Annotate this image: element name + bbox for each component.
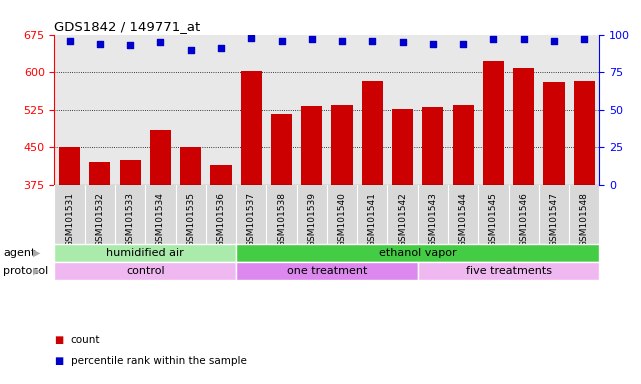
Bar xyxy=(544,82,565,373)
Bar xyxy=(240,71,262,373)
Bar xyxy=(574,81,595,373)
Point xyxy=(428,41,438,47)
Text: GSM101548: GSM101548 xyxy=(579,192,588,247)
Bar xyxy=(392,109,413,373)
Point xyxy=(65,38,75,44)
Text: GSM101531: GSM101531 xyxy=(65,192,74,247)
Text: ▶: ▶ xyxy=(33,248,41,258)
Bar xyxy=(301,106,322,373)
Bar xyxy=(236,243,599,262)
Text: agent: agent xyxy=(3,248,36,258)
Point xyxy=(367,38,378,44)
Bar xyxy=(236,262,418,280)
Text: ■: ■ xyxy=(54,356,63,366)
Bar xyxy=(513,68,534,373)
Point xyxy=(246,35,256,41)
Text: GSM101547: GSM101547 xyxy=(549,192,558,247)
Text: GSM101545: GSM101545 xyxy=(489,192,498,247)
Text: GSM101536: GSM101536 xyxy=(217,192,226,247)
Text: GSM101535: GSM101535 xyxy=(186,192,196,247)
Point xyxy=(306,36,317,42)
Bar xyxy=(89,162,110,373)
Bar xyxy=(331,105,353,373)
Text: GSM101532: GSM101532 xyxy=(96,192,104,247)
Point xyxy=(276,38,287,44)
Point xyxy=(125,42,135,48)
Point xyxy=(397,39,408,45)
Point xyxy=(579,36,589,42)
Bar xyxy=(453,105,474,373)
Bar xyxy=(150,130,171,373)
Text: GSM101539: GSM101539 xyxy=(307,192,316,247)
Point xyxy=(488,36,499,42)
Text: ■: ■ xyxy=(54,335,63,345)
Bar xyxy=(418,262,599,280)
Bar xyxy=(210,165,231,373)
Bar xyxy=(120,160,141,373)
Text: GDS1842 / 149771_at: GDS1842 / 149771_at xyxy=(54,20,201,33)
Point xyxy=(458,41,469,47)
Text: ▶: ▶ xyxy=(33,266,41,276)
Text: percentile rank within the sample: percentile rank within the sample xyxy=(71,356,246,366)
Bar xyxy=(180,147,201,373)
Point xyxy=(216,45,226,51)
Text: GSM101537: GSM101537 xyxy=(247,192,256,247)
Text: GSM101541: GSM101541 xyxy=(368,192,377,247)
Text: one treatment: one treatment xyxy=(287,266,367,276)
Point xyxy=(519,36,529,42)
Text: GSM101546: GSM101546 xyxy=(519,192,528,247)
Text: count: count xyxy=(71,335,100,345)
Point xyxy=(155,39,165,45)
Bar xyxy=(271,114,292,373)
Bar xyxy=(362,81,383,373)
Bar xyxy=(483,61,504,373)
Text: control: control xyxy=(126,266,165,276)
Point xyxy=(186,46,196,53)
Text: GSM101540: GSM101540 xyxy=(338,192,347,247)
Text: GSM101538: GSM101538 xyxy=(277,192,286,247)
Text: GSM101534: GSM101534 xyxy=(156,192,165,247)
Bar xyxy=(59,147,80,373)
Bar xyxy=(54,262,236,280)
Point xyxy=(337,38,347,44)
Bar xyxy=(54,243,236,262)
Text: humidified air: humidified air xyxy=(106,248,184,258)
Text: five treatments: five treatments xyxy=(465,266,551,276)
Bar xyxy=(422,107,444,373)
Point xyxy=(549,38,559,44)
Text: GSM101544: GSM101544 xyxy=(458,192,468,247)
Text: GSM101543: GSM101543 xyxy=(428,192,437,247)
Text: ethanol vapor: ethanol vapor xyxy=(379,248,456,258)
Text: protocol: protocol xyxy=(3,266,49,276)
Text: GSM101533: GSM101533 xyxy=(126,192,135,247)
Text: GSM101542: GSM101542 xyxy=(398,192,407,247)
Point xyxy=(95,41,105,47)
